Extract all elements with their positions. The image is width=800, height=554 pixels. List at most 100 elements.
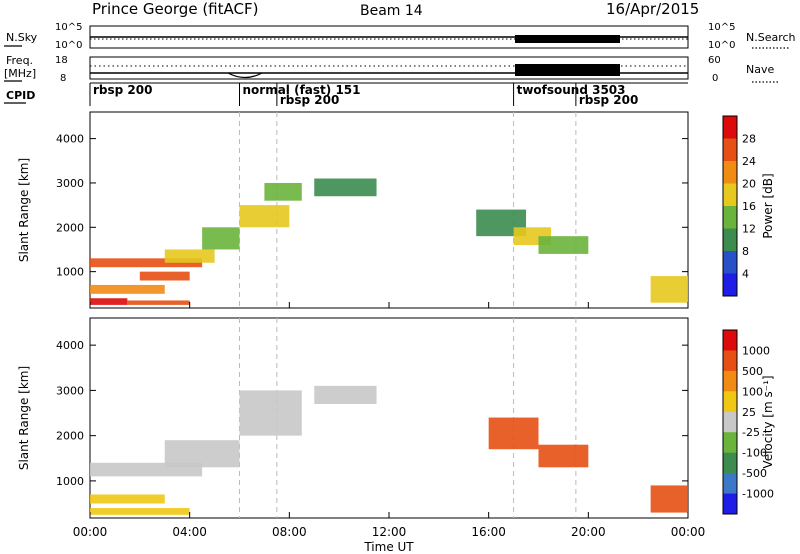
colorbar-tick-label: 4 bbox=[742, 268, 749, 281]
data-band bbox=[314, 385, 377, 404]
colorbar-tick-label: 100 bbox=[742, 385, 763, 398]
colorbar-segment bbox=[723, 161, 737, 184]
x-tick-label: 04:00 bbox=[172, 525, 207, 539]
freq-label-2: [MHz] bbox=[4, 67, 36, 80]
y-axis-title: Slant Range [km] bbox=[17, 366, 31, 470]
y-tick-label: 1000 bbox=[56, 475, 84, 488]
x-tick-label: 20:00 bbox=[571, 525, 606, 539]
nsky-label: N.Sky bbox=[6, 31, 38, 44]
data-band bbox=[90, 508, 190, 515]
freq-dense-block bbox=[515, 64, 620, 76]
cpid-mode-label: normal (fast) 151 bbox=[243, 83, 361, 97]
x-tick-label: 12:00 bbox=[372, 525, 407, 539]
data-band bbox=[164, 440, 240, 468]
colorbar-segment bbox=[723, 116, 737, 139]
freq-panel bbox=[89, 56, 689, 80]
freq-tick-top: 18 bbox=[55, 55, 68, 66]
x-tick-label: 16:00 bbox=[471, 525, 506, 539]
data-band bbox=[90, 284, 165, 294]
data-band bbox=[264, 182, 302, 201]
data-band bbox=[650, 485, 688, 513]
colorbar-segment bbox=[723, 473, 737, 495]
data-band bbox=[139, 271, 190, 281]
station-title: Prince George (fitACF) bbox=[92, 0, 258, 18]
freq-tick-bottom: 8 bbox=[60, 73, 66, 84]
colorbar-segment bbox=[723, 452, 737, 474]
nsky-tick-bottom: 10^0 bbox=[55, 40, 82, 51]
data-band bbox=[164, 249, 215, 263]
colorbar-segment bbox=[723, 138, 737, 162]
y-tick-label: 1000 bbox=[56, 266, 84, 279]
y-tick-label: 3000 bbox=[56, 384, 84, 397]
data-band bbox=[650, 276, 688, 303]
nave-label: Nave bbox=[746, 63, 774, 76]
colorbar-segment bbox=[723, 206, 737, 229]
colorbar-segment bbox=[723, 370, 737, 392]
colorbar-tick-label: -1000 bbox=[742, 488, 774, 501]
data-band bbox=[90, 494, 165, 504]
beam-title: Beam 14 bbox=[360, 3, 423, 19]
colorbar-frame bbox=[722, 329, 738, 515]
plot-frame bbox=[89, 111, 689, 309]
freq-label-1: Freq. bbox=[6, 54, 33, 67]
y-tick-label: 4000 bbox=[56, 133, 84, 146]
y-tick-label: 3000 bbox=[56, 177, 84, 190]
colorbar-frame bbox=[722, 115, 738, 297]
y-tick-label: 2000 bbox=[56, 430, 84, 443]
colorbar-segment bbox=[723, 183, 737, 207]
colorbar-title: Power [dB] bbox=[761, 173, 775, 238]
cpid-mode-label: rbsp 200 bbox=[93, 83, 152, 97]
nsky-tick-top: 10^5 bbox=[55, 22, 82, 33]
colorbar-segment bbox=[723, 330, 737, 351]
power-panel: 1000 2000 3000 4000 Slant Range [km] 28 24 20 16… bbox=[17, 111, 775, 309]
y-tick-label: 4000 bbox=[56, 339, 84, 352]
velocity-panel: 1000 2000 3000 4000 Slant Range [km] 1000 500 1… bbox=[17, 317, 775, 539]
data-band bbox=[90, 298, 128, 305]
x-axis-title: Time UT bbox=[363, 540, 414, 554]
cpid-mode-label: rbsp 200 bbox=[280, 93, 339, 107]
data-band bbox=[90, 258, 203, 268]
data-band bbox=[488, 417, 539, 450]
data-band bbox=[538, 444, 589, 468]
data-band bbox=[202, 227, 240, 250]
nsearch-tick-top: 10^5 bbox=[708, 22, 735, 33]
colorbar-title: Velocity [m s⁻¹] bbox=[761, 375, 775, 468]
colorbar-segment bbox=[723, 493, 737, 515]
colorbar-tick-label: 8 bbox=[742, 245, 749, 258]
cpid-label: CPID bbox=[6, 89, 35, 102]
colorbar-segment bbox=[723, 273, 737, 297]
colorbar-tick-label: 25 bbox=[742, 406, 756, 419]
colorbar-segment bbox=[723, 251, 737, 274]
colorbar-segment bbox=[723, 391, 737, 413]
y-tick-label: 2000 bbox=[56, 221, 84, 234]
colorbar-segment bbox=[723, 411, 737, 433]
x-tick-label: 00:00 bbox=[73, 525, 108, 539]
data-band bbox=[127, 300, 190, 305]
colorbar-tick-label: 28 bbox=[742, 133, 756, 146]
data-band bbox=[314, 178, 377, 197]
colorbar-segment bbox=[723, 350, 737, 372]
colorbar-tick-label: 1000 bbox=[742, 344, 770, 357]
cpid-mode-label: twofsound 3503 bbox=[517, 83, 626, 97]
date-title: 16/Apr/2015 bbox=[606, 0, 699, 18]
nsearch-tick-bottom: 10^0 bbox=[708, 40, 735, 51]
colorbar-segment bbox=[723, 432, 737, 454]
nave-tick-top: 60 bbox=[708, 55, 721, 66]
colorbar-tick-label: 20 bbox=[742, 178, 756, 191]
nave-tick-bottom: 0 bbox=[712, 73, 718, 84]
nsearch-label: N.Search bbox=[746, 31, 796, 44]
colorbar-tick-label: -25 bbox=[742, 426, 760, 439]
colorbar-tick-label: 12 bbox=[742, 223, 756, 236]
colorbar-tick-label: 500 bbox=[742, 365, 763, 378]
data-band bbox=[239, 205, 290, 228]
nsky-dense-block bbox=[515, 35, 620, 43]
x-tick-label: 00:00 bbox=[671, 525, 706, 539]
plot-frame bbox=[89, 317, 689, 519]
colorbar-tick-label: 24 bbox=[742, 155, 756, 168]
data-band bbox=[239, 390, 302, 436]
cpid-mode-label: rbsp 200 bbox=[579, 93, 638, 107]
y-axis-title: Slant Range [km] bbox=[17, 158, 31, 262]
colorbar-tick-label: -100 bbox=[742, 447, 767, 460]
